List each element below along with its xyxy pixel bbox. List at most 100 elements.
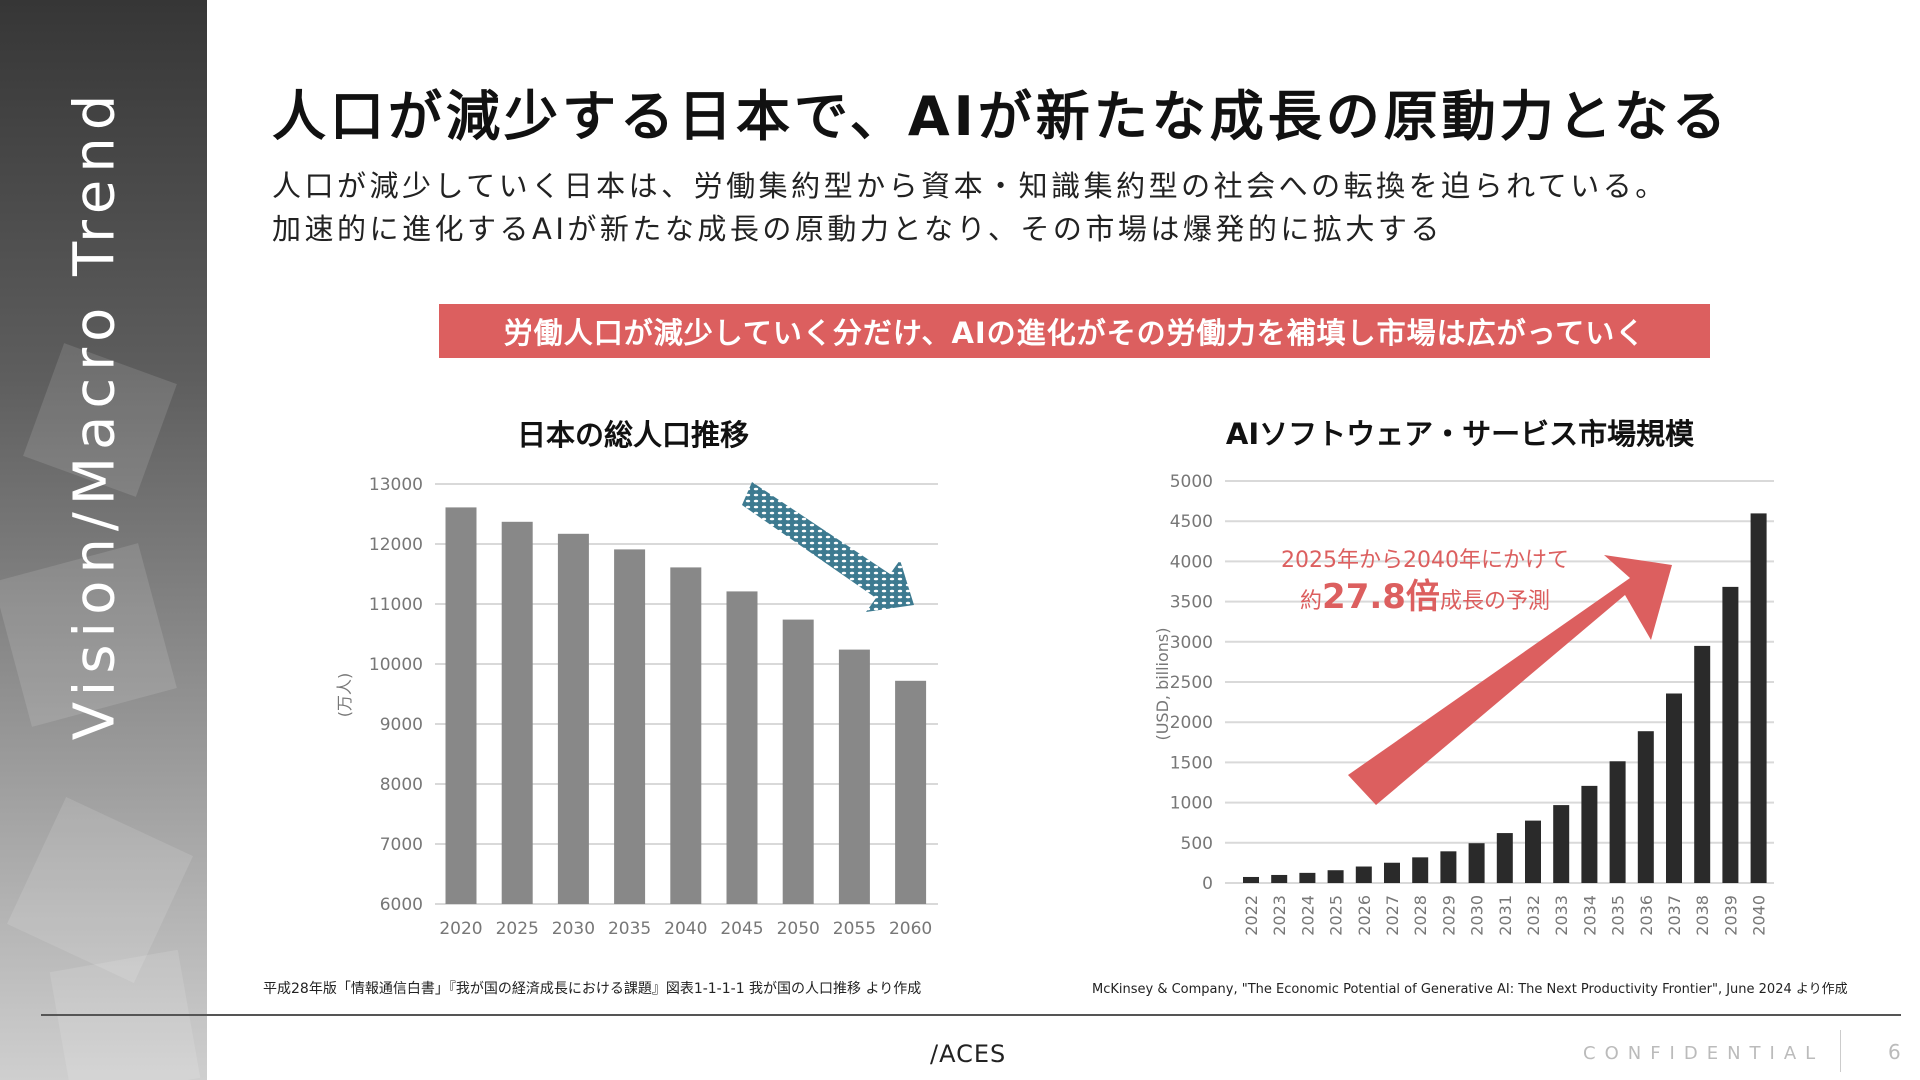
y-tick-label: 13000 — [369, 475, 423, 495]
x-tick-label: 2026 — [1355, 895, 1374, 936]
page-number: 6 — [1888, 1040, 1901, 1064]
bar-2031 — [1496, 833, 1513, 883]
y-tick-label: 0 — [1202, 874, 1213, 894]
x-tick-label: 2020 — [439, 919, 482, 939]
y-tick-label: 5000 — [1170, 472, 1213, 492]
x-tick-label: 2023 — [1270, 895, 1289, 936]
bar-2060 — [895, 680, 927, 904]
x-tick-label: 2050 — [777, 919, 820, 939]
bar-2038 — [1694, 645, 1711, 883]
y-tick-label: 8000 — [380, 775, 423, 795]
x-tick-label: 2022 — [1242, 895, 1261, 936]
sidebar: Vision/Macro Trend — [0, 0, 207, 1080]
bar-2025 — [501, 521, 533, 904]
annotation-prefix: 約 — [1300, 589, 1322, 614]
y-tick-label: 500 — [1181, 834, 1213, 854]
y-tick-label: 9000 — [380, 715, 423, 735]
bar-2023 — [1271, 874, 1288, 883]
bar-2030 — [1468, 843, 1485, 883]
x-tick-label: 2036 — [1637, 895, 1656, 936]
y-tick-label: 6000 — [380, 895, 423, 915]
y-axis-label: (万人) — [335, 673, 354, 718]
x-tick-label: 2035 — [608, 919, 651, 939]
y-tick-label: 7000 — [380, 835, 423, 855]
y-tick-label: 2000 — [1170, 713, 1213, 733]
bar-2020 — [445, 507, 477, 904]
bar-2050 — [782, 619, 814, 904]
bar-2029 — [1440, 851, 1457, 883]
bar-2030 — [557, 533, 589, 904]
bar-2040 — [1750, 513, 1767, 883]
subtitle-line-1: 人口が減少していく日本は、労働集約型から資本・知識集約型の社会への転換を迫られて… — [272, 169, 1668, 203]
x-tick-label: 2030 — [1468, 895, 1487, 936]
x-tick-label: 2031 — [1496, 895, 1515, 936]
growth-arrow — [1348, 555, 1672, 805]
y-tick-label: 4000 — [1170, 552, 1213, 572]
bar-2034 — [1581, 785, 1598, 883]
population-source-note: 平成28年版「情報通信白書」『我が国の経済成長における課題』図表1-1-1-1 … — [263, 981, 922, 997]
bar-2026 — [1355, 866, 1372, 883]
bar-2022 — [1243, 876, 1259, 883]
bar-2039 — [1722, 586, 1739, 883]
x-tick-label: 2039 — [1721, 895, 1740, 936]
growth-annotation-line1: 2025年から2040年にかけて — [1281, 548, 1569, 573]
y-tick-label: 1500 — [1170, 753, 1213, 773]
bar-2037 — [1666, 693, 1682, 883]
x-tick-label: 2040 — [1750, 895, 1769, 936]
x-tick-label: 2027 — [1383, 895, 1402, 936]
x-tick-label: 2033 — [1552, 895, 1571, 936]
footer-divider — [41, 1014, 1901, 1016]
x-tick-label: 2028 — [1411, 895, 1430, 936]
bar-2045 — [726, 591, 758, 904]
x-tick-label: 2029 — [1439, 895, 1458, 936]
page-title: 人口が減少する日本で、AIが新たな成長の原動力となる — [272, 85, 1731, 148]
x-tick-label: 2055 — [833, 919, 876, 939]
y-tick-label: 11000 — [369, 595, 423, 615]
bar-2027 — [1384, 862, 1400, 883]
x-tick-label: 2040 — [664, 919, 707, 939]
banner-text: 労働人口が減少していく分だけ、AIの進化がその労働力を補填し市場は広がっていく — [503, 316, 1646, 350]
x-tick-label: 2034 — [1580, 895, 1599, 936]
y-tick-label: 3500 — [1170, 593, 1213, 613]
bar-2033 — [1553, 805, 1570, 883]
aces-logo: /ACES — [930, 1040, 1007, 1068]
y-tick-label: 4500 — [1170, 512, 1213, 532]
bar-2025 — [1327, 870, 1344, 883]
x-tick-label: 2025 — [1327, 895, 1346, 936]
footer-vertical-divider — [1840, 1030, 1841, 1072]
bar-2036 — [1637, 731, 1654, 883]
bar-2028 — [1412, 857, 1429, 883]
bar-2035 — [614, 549, 646, 904]
y-tick-label: 12000 — [369, 535, 423, 555]
confidential-label: CONFIDENTIAL — [1583, 1043, 1825, 1064]
x-tick-label: 2045 — [720, 919, 763, 939]
bar-2024 — [1299, 872, 1316, 883]
y-tick-label: 1000 — [1170, 794, 1213, 814]
x-tick-label: 2035 — [1609, 895, 1628, 936]
y-tick-label: 3000 — [1170, 633, 1213, 653]
annotation-suffix: 成長の予測 — [1440, 589, 1550, 614]
bar-2055 — [838, 649, 870, 904]
ai-market-chart-title: AIソフトウェア・サービス市場規模 — [1225, 417, 1695, 451]
bar-2040 — [670, 567, 702, 904]
ai-market-source-note: McKinsey & Company, "The Economic Potent… — [1092, 982, 1848, 997]
annotation-multiplier: 27.8倍 — [1322, 577, 1440, 617]
downward-trend-arrow — [742, 482, 914, 612]
bar-2035 — [1609, 761, 1626, 883]
x-tick-label: 2030 — [552, 919, 595, 939]
growth-annotation-line2: 約27.8倍成長の予測 — [1300, 577, 1550, 617]
y-tick-label: 2500 — [1170, 673, 1213, 693]
key-message-banner: 労働人口が減少していく分だけ、AIの進化がその労働力を補填し市場は広がっていく — [439, 304, 1710, 358]
x-tick-label: 2038 — [1693, 895, 1712, 936]
x-tick-label: 2037 — [1665, 895, 1684, 936]
bar-2032 — [1525, 820, 1541, 883]
y-axis-label: (USD, billions) — [1153, 627, 1172, 740]
y-tick-label: 10000 — [369, 655, 423, 675]
x-tick-label: 2032 — [1524, 895, 1543, 936]
x-tick-label: 2025 — [496, 919, 539, 939]
subtitle-line-2: 加速的に進化するAIが新たな成長の原動力となり、その市場は爆発的に拡大する — [272, 212, 1443, 246]
x-tick-label: 2024 — [1298, 895, 1317, 936]
population-chart-title: 日本の総人口推移 — [516, 418, 750, 452]
x-tick-label: 2060 — [889, 919, 932, 939]
